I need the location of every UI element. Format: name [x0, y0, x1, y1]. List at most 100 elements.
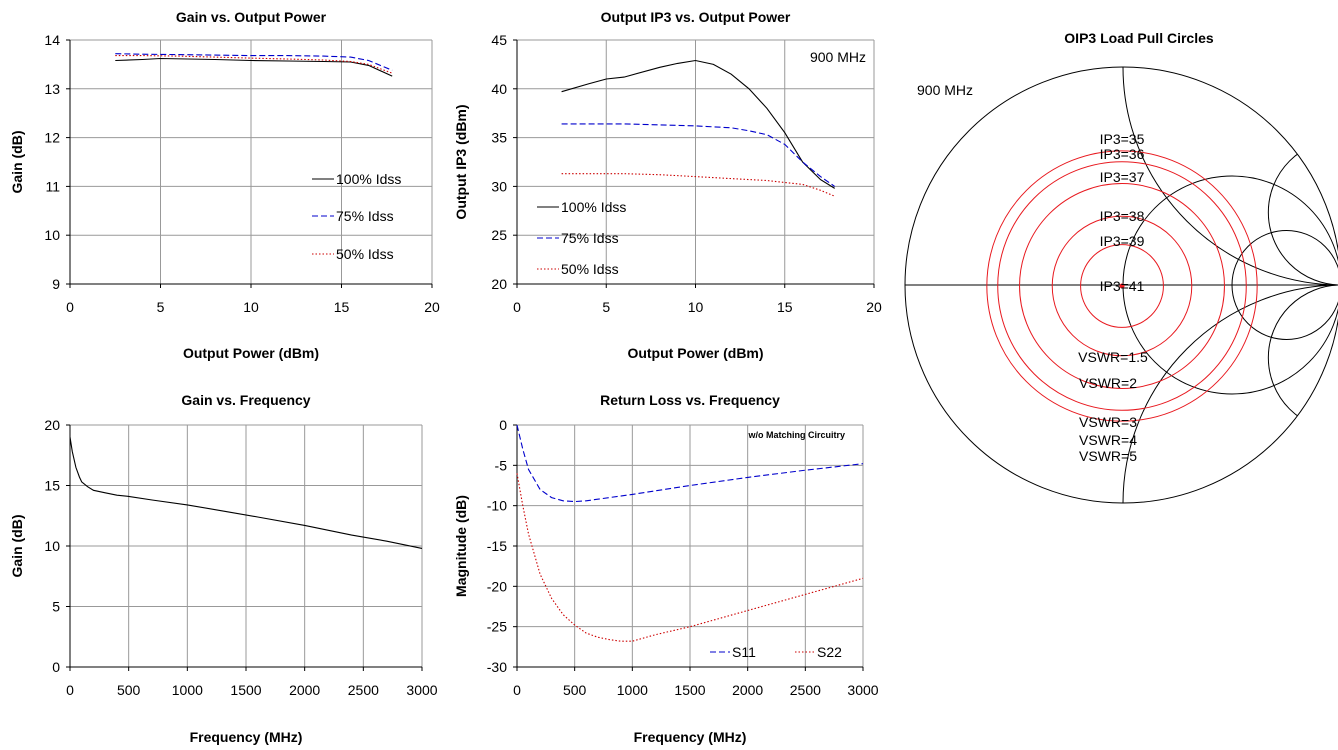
series-line-0 — [115, 57, 393, 77]
ip3-circle-0 — [986, 150, 1258, 422]
x-axis-label: Output Power (dBm) — [627, 345, 763, 361]
annotation-label: w/o Matching Circuitry — [747, 430, 845, 440]
x-tick-label: 20 — [424, 299, 440, 315]
x-tick-label: 3000 — [847, 682, 878, 698]
x-tick-label: 0 — [513, 682, 521, 698]
x-tick-label: 500 — [117, 682, 141, 698]
chart-1: 0 5 10 15 20 20 25 30 35 40 45 Output IP3 vs. Outpu… — [453, 9, 882, 361]
ip3-label-1: IP3=36 — [1100, 146, 1145, 162]
chart-title: Return Loss vs. Frequency — [600, 392, 780, 408]
y-axis-label: Magnitude (dB) — [453, 495, 469, 597]
y-axis-label: Output IP3 (dBm) — [453, 104, 469, 219]
x-tick-label: 2500 — [348, 682, 379, 698]
x-tick-label: 10 — [243, 299, 259, 315]
series-line-1 — [115, 53, 393, 71]
ip3-circle-2 — [1019, 183, 1225, 389]
x-axis-label: Frequency (MHz) — [634, 729, 747, 745]
ip3-circle-1 — [997, 161, 1247, 411]
y-tick-label: 14 — [44, 32, 60, 48]
x-tick-label: 10 — [688, 299, 704, 315]
chart-title: Gain vs. Output Power — [176, 9, 327, 25]
vswr-label-0: VSWR=1.5 — [1078, 349, 1148, 365]
annotation-label: 900 MHz — [810, 49, 866, 65]
y-tick-label: 15 — [44, 478, 60, 494]
vswr-label-1: VSWR=2 — [1079, 375, 1137, 391]
y-tick-label: 0 — [52, 659, 60, 675]
smith-outer-circle — [904, 66, 1338, 504]
x-tick-label: 1500 — [674, 682, 705, 698]
x-tick-label: 0 — [66, 682, 74, 698]
y-tick-label: 12 — [44, 130, 60, 146]
y-axis-label: Gain (dB) — [9, 131, 25, 194]
y-tick-label: -30 — [487, 659, 507, 675]
x-tick-label: 20 — [866, 299, 882, 315]
y-tick-label: 30 — [491, 178, 507, 194]
x-tick-label: 2500 — [790, 682, 821, 698]
y-tick-label: -5 — [495, 457, 508, 473]
x-tick-label: 5 — [602, 299, 610, 315]
legend-label-1: 75% Idss — [561, 230, 619, 246]
series-line-1 — [516, 473, 864, 642]
y-axis-label: Gain (dB) — [9, 515, 25, 578]
legend-label-0: 100% Idss — [561, 199, 626, 215]
y-tick-label: -10 — [487, 498, 507, 514]
ip3-circle-4 — [1080, 244, 1164, 328]
ip3-label-2: IP3=37 — [1100, 169, 1145, 185]
chart-2: 0 500 1000 1500 2000 2500 3000 0 5 10 15 20 Gain vs.… — [9, 392, 438, 745]
y-tick-label: 25 — [491, 227, 507, 243]
x-tick-label: 3000 — [406, 682, 437, 698]
ip3-label-3: IP3=38 — [1100, 208, 1145, 224]
series-line-0 — [561, 59, 835, 189]
x-tick-label: 500 — [563, 682, 587, 698]
y-tick-label: 10 — [44, 227, 60, 243]
y-tick-label: 20 — [491, 276, 507, 292]
y-tick-label: 40 — [491, 81, 507, 97]
y-tick-label: 45 — [491, 32, 507, 48]
ip3-label-0: IP3=35 — [1100, 131, 1145, 147]
ip3-label-4: IP3=39 — [1100, 233, 1145, 249]
smith-grid — [1122, 67, 1338, 503]
x-axis-label: Frequency (MHz) — [190, 729, 303, 745]
x-tick-label: 1500 — [230, 682, 261, 698]
annotation-label: 900 MHz — [917, 82, 973, 98]
vswr-label-2: VSWR=3 — [1079, 414, 1137, 430]
x-tick-label: 1000 — [172, 682, 203, 698]
legend-label-2: 50% Idss — [561, 261, 619, 277]
x-tick-label: 1000 — [617, 682, 648, 698]
x-tick-label: 5 — [157, 299, 165, 315]
series-line-0 — [516, 424, 864, 503]
series-line-0 — [69, 437, 423, 549]
reactance-arc — [1267, 139, 1338, 286]
ip3-label-5: IP3=41 — [1100, 278, 1145, 294]
y-tick-label: -20 — [487, 578, 507, 594]
y-tick-label: -15 — [487, 538, 507, 554]
y-tick-label: 10 — [44, 538, 60, 554]
chart-title: Gain vs. Frequency — [181, 392, 310, 408]
chart-title: OIP3 Load Pull Circles — [1064, 30, 1214, 46]
vswr-label-3: VSWR=4 — [1079, 432, 1137, 448]
y-tick-label: 20 — [44, 417, 60, 433]
legend-label-1: 75% Idss — [336, 208, 394, 224]
ip3-circle-3 — [1051, 215, 1193, 357]
legend-label-0: 100% Idss — [336, 171, 401, 187]
vswr-label-4: VSWR=5 — [1079, 448, 1137, 464]
x-tick-label: 2000 — [289, 682, 320, 698]
y-tick-label: 5 — [52, 599, 60, 615]
x-tick-label: 0 — [66, 299, 74, 315]
y-tick-label: 0 — [499, 417, 507, 433]
legend-label-0: S11 — [732, 644, 756, 660]
legend-label-2: 50% Idss — [336, 246, 394, 262]
reactance-arc — [1267, 284, 1338, 431]
y-tick-label: -25 — [487, 619, 507, 635]
series-line-2 — [561, 173, 835, 197]
x-axis-label: Output Power (dBm) — [183, 345, 319, 361]
chart-title: Output IP3 vs. Output Power — [601, 9, 791, 25]
x-tick-label: 15 — [334, 299, 350, 315]
x-tick-label: 0 — [513, 299, 521, 315]
y-tick-label: 11 — [45, 178, 60, 194]
x-tick-label: 2000 — [732, 682, 763, 698]
chart-0: 0 5 10 15 20 9 10 11 12 13 14 Gain vs. Output Power… — [9, 9, 440, 361]
chart-3: 0 500 1000 1500 2000 2500 3000 -30 -25 -20 -15 -10 -… — [453, 392, 879, 745]
